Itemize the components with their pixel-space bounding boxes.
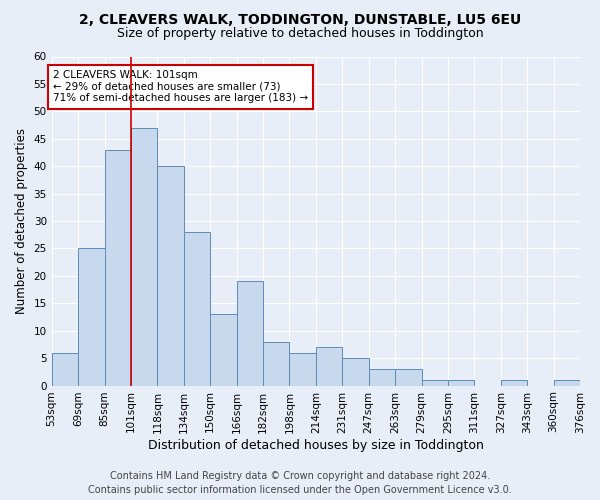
Bar — [131, 128, 157, 386]
Text: Contains HM Land Registry data © Crown copyright and database right 2024.
Contai: Contains HM Land Registry data © Crown c… — [88, 471, 512, 495]
Bar — [236, 282, 263, 386]
Bar — [342, 358, 368, 386]
Bar — [395, 369, 421, 386]
Bar — [554, 380, 580, 386]
Bar — [501, 380, 527, 386]
Y-axis label: Number of detached properties: Number of detached properties — [15, 128, 28, 314]
Bar — [184, 232, 210, 386]
Bar — [368, 369, 395, 386]
Bar — [448, 380, 475, 386]
Bar — [316, 347, 342, 386]
Bar — [78, 248, 104, 386]
X-axis label: Distribution of detached houses by size in Toddington: Distribution of detached houses by size … — [148, 440, 484, 452]
Bar — [52, 352, 78, 386]
Bar — [104, 150, 131, 386]
Bar — [263, 342, 289, 386]
Bar — [157, 166, 184, 386]
Bar — [421, 380, 448, 386]
Text: 2 CLEAVERS WALK: 101sqm
← 29% of detached houses are smaller (73)
71% of semi-de: 2 CLEAVERS WALK: 101sqm ← 29% of detache… — [53, 70, 308, 103]
Text: Size of property relative to detached houses in Toddington: Size of property relative to detached ho… — [116, 28, 484, 40]
Text: 2, CLEAVERS WALK, TODDINGTON, DUNSTABLE, LU5 6EU: 2, CLEAVERS WALK, TODDINGTON, DUNSTABLE,… — [79, 12, 521, 26]
Bar — [289, 352, 316, 386]
Bar — [210, 314, 236, 386]
